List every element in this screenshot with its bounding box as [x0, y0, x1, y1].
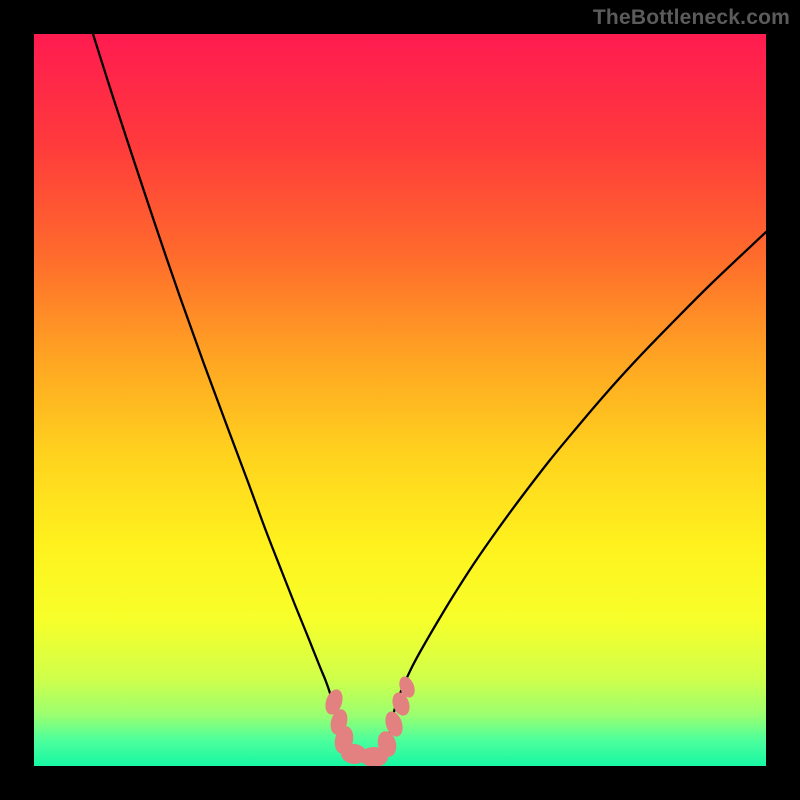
- curve-right: [390, 232, 766, 732]
- plot-area: [34, 34, 766, 766]
- border-left: [0, 0, 34, 800]
- chart-frame: TheBottleneck.com: [0, 0, 800, 800]
- border-bottom: [0, 766, 800, 800]
- watermark-text: TheBottleneck.com: [593, 6, 790, 30]
- border-right: [766, 0, 800, 800]
- curve-left: [93, 34, 339, 732]
- data-point-cluster: [322, 674, 417, 766]
- bottleneck-curve: [34, 34, 766, 766]
